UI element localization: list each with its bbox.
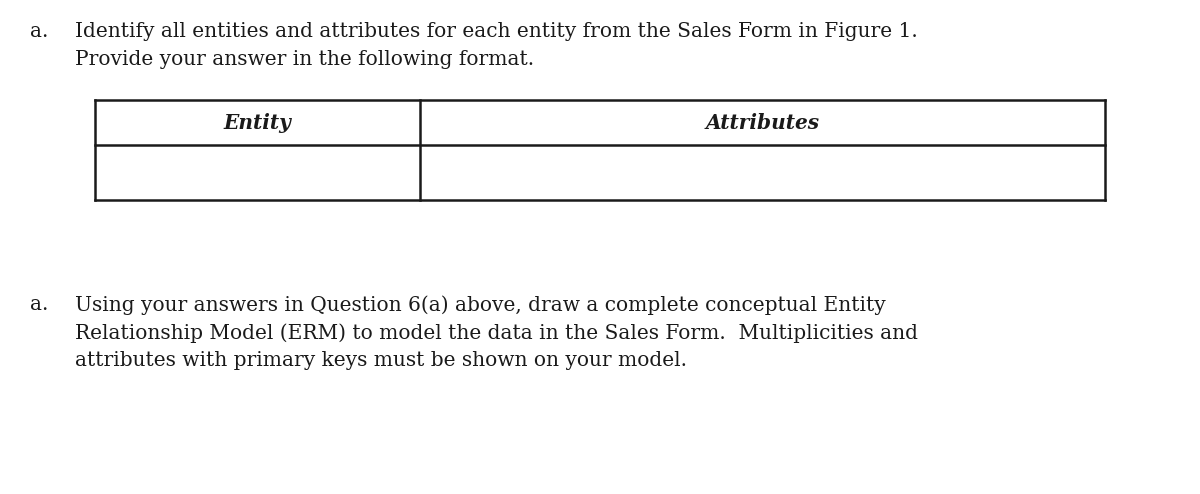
Text: Attributes: Attributes: [706, 113, 820, 132]
Text: Entity: Entity: [223, 113, 292, 132]
Text: Identify all entities and attributes for each entity from the Sales Form in Figu: Identify all entities and attributes for…: [74, 22, 918, 41]
Text: Provide your answer in the following format.: Provide your answer in the following for…: [74, 50, 534, 69]
Text: a.: a.: [30, 295, 48, 314]
Text: Using your answers in Question 6(a) above, draw a complete conceptual Entity: Using your answers in Question 6(a) abov…: [74, 295, 886, 315]
Text: a.: a.: [30, 22, 48, 41]
Text: attributes with primary keys must be shown on your model.: attributes with primary keys must be sho…: [74, 351, 686, 370]
Text: Relationship Model (ERM) to model the data in the Sales Form.  Multiplicities an: Relationship Model (ERM) to model the da…: [74, 323, 918, 343]
